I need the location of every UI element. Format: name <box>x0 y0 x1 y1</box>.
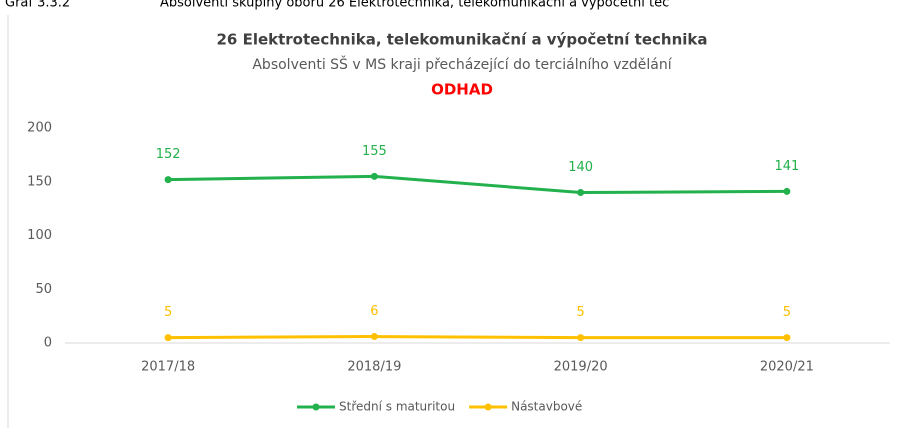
point <box>577 334 585 342</box>
x-tick-label: 2019/20 <box>554 360 608 375</box>
annotation: ODHAD <box>431 81 493 99</box>
legend-marker <box>484 403 492 411</box>
series-line <box>168 335 787 340</box>
data-label: 155 <box>362 144 387 159</box>
x-tick-label: 2018/19 <box>347 360 401 375</box>
legend-label: Nástavbové <box>511 400 582 414</box>
legend-marker <box>312 403 320 411</box>
point <box>783 187 791 195</box>
point <box>164 334 172 342</box>
y-tick-label: 0 <box>44 336 52 351</box>
point <box>577 189 585 196</box>
caption-text: Absolventi skupiny oborů 26 Elektrotechn… <box>160 0 669 11</box>
legend-label: Střední s maturitou <box>339 400 455 414</box>
data-label: 5 <box>576 305 584 320</box>
x-tick-label: 2020/21 <box>760 360 814 375</box>
chart-subtitle: Absolventi SŠ v MS kraji přecházející do… <box>252 55 672 73</box>
y-tick-label: 150 <box>27 174 52 189</box>
data-label: 140 <box>568 160 593 175</box>
chart-title: 26 Elektrotechnika, telekomunikační a vý… <box>216 31 707 49</box>
data-label: 141 <box>774 159 799 174</box>
data-label: 6 <box>370 304 378 319</box>
x-tick-label: 2017/18 <box>141 360 195 375</box>
y-tick-label: 100 <box>27 228 52 243</box>
data-label: 152 <box>156 147 181 162</box>
caption-number: Graf 3.3.2 <box>5 0 70 11</box>
y-tick-label: 50 <box>35 282 52 297</box>
data-label: 5 <box>164 305 172 320</box>
point <box>370 172 378 180</box>
y-tick-label: 200 <box>27 121 52 136</box>
data-label: 5 <box>783 305 791 320</box>
series-line <box>168 174 787 195</box>
point <box>783 334 791 342</box>
point <box>370 333 378 341</box>
point <box>164 176 172 184</box>
